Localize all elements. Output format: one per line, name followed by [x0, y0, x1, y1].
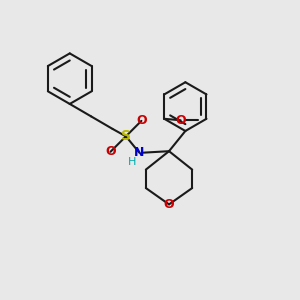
Text: O: O — [136, 114, 147, 128]
Text: S: S — [121, 129, 131, 143]
Text: O: O — [105, 145, 116, 158]
Text: O: O — [164, 198, 174, 211]
Text: H: H — [128, 157, 136, 166]
Text: O: O — [175, 114, 186, 127]
Text: N: N — [134, 146, 145, 159]
